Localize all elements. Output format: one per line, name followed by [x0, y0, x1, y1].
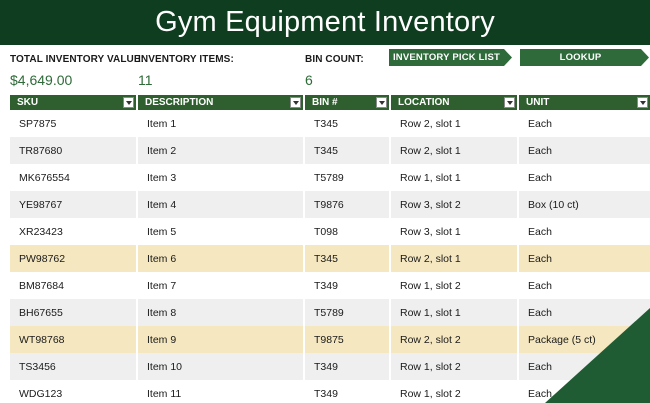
cell-unit[interactable]: Each [519, 245, 650, 272]
cell-location[interactable]: Row 1, slot 1 [391, 299, 519, 326]
cell-unit[interactable]: Each [519, 164, 650, 191]
cell-sku[interactable]: YE98767 [10, 191, 138, 218]
cell-bin[interactable]: T345 [305, 245, 391, 272]
table-row[interactable]: TR87680 Item 2 T345 Row 2, slot 1 Each [10, 137, 650, 164]
cell-description[interactable]: Item 11 [138, 380, 305, 403]
filter-dropdown-icon[interactable] [504, 97, 515, 108]
column-header-location: LOCATION [391, 95, 519, 110]
cell-location[interactable]: Row 1, slot 2 [391, 272, 519, 299]
cell-sku[interactable]: BH67655 [10, 299, 138, 326]
cell-description[interactable]: Item 5 [138, 218, 305, 245]
cell-sku[interactable]: XR23423 [10, 218, 138, 245]
bin-count-value: 6 [305, 72, 313, 88]
cell-bin[interactable]: T349 [305, 272, 391, 299]
cell-location[interactable]: Row 2, slot 1 [391, 245, 519, 272]
inventory-pick-list-button[interactable]: INVENTORY PICK LIST [389, 49, 512, 66]
column-header-label: UNIT [526, 97, 550, 108]
table-row[interactable]: SP7875 Item 1 T345 Row 2, slot 1 Each [10, 110, 650, 137]
column-header-bin: BIN # [305, 95, 391, 110]
cell-sku[interactable]: TR87680 [10, 137, 138, 164]
cell-unit[interactable]: Box (10 ct) [519, 191, 650, 218]
cell-description[interactable]: Item 8 [138, 299, 305, 326]
cell-location[interactable]: Row 1, slot 1 [391, 164, 519, 191]
cell-bin[interactable]: T345 [305, 137, 391, 164]
cell-description[interactable]: Item 1 [138, 110, 305, 137]
table-row[interactable]: BM87684 Item 7 T349 Row 1, slot 2 Each [10, 272, 650, 299]
cell-description[interactable]: Item 6 [138, 245, 305, 272]
cell-location[interactable]: Row 2, slot 2 [391, 326, 519, 353]
bin-count: BIN COUNT: 6 [305, 54, 364, 88]
page-title: Gym Equipment Inventory [0, 0, 650, 45]
column-header-description: DESCRIPTION [138, 95, 305, 110]
table-row[interactable]: TS3456 Item 10 T349 Row 1, slot 2 Each [10, 353, 650, 380]
column-header-unit: UNIT [519, 95, 650, 110]
cell-sku[interactable]: BM87684 [10, 272, 138, 299]
table-row[interactable]: YE98767 Item 4 T9876 Row 3, slot 2 Box (… [10, 191, 650, 218]
cell-bin[interactable]: T345 [305, 110, 391, 137]
table-row[interactable]: PW98762 Item 6 T345 Row 2, slot 1 Each [10, 245, 650, 272]
inventory-items-value: 11 [138, 72, 153, 88]
cell-description[interactable]: Item 3 [138, 164, 305, 191]
cell-sku[interactable]: PW98762 [10, 245, 138, 272]
inventory-table: SKU DESCRIPTION BIN # LOCATION UNIT SP [10, 95, 650, 403]
cell-unit[interactable]: Each [519, 137, 650, 164]
column-header-sku: SKU [10, 95, 138, 110]
cell-location[interactable]: Row 3, slot 1 [391, 218, 519, 245]
table-row[interactable]: BH67655 Item 8 T5789 Row 1, slot 1 Each [10, 299, 650, 326]
cell-sku[interactable]: WDG123 [10, 380, 138, 403]
cell-unit[interactable]: Each [519, 110, 650, 137]
table-row[interactable]: WT98768 Item 9 T9875 Row 2, slot 2 Packa… [10, 326, 650, 353]
total-inventory-value: TOTAL INVENTORY VALUE: $4,649.00 [10, 54, 144, 88]
cell-bin[interactable]: T349 [305, 380, 391, 403]
cell-unit[interactable]: Each [519, 299, 650, 326]
cell-sku[interactable]: SP7875 [10, 110, 138, 137]
cell-bin[interactable]: T9875 [305, 326, 391, 353]
cell-description[interactable]: Item 2 [138, 137, 305, 164]
lookup-button[interactable]: LOOKUP [520, 49, 649, 66]
cell-sku[interactable]: TS3456 [10, 353, 138, 380]
filter-dropdown-icon[interactable] [637, 97, 648, 108]
cell-description[interactable]: Item 4 [138, 191, 305, 218]
cell-description[interactable]: Item 7 [138, 272, 305, 299]
cell-location[interactable]: Row 1, slot 2 [391, 353, 519, 380]
filter-dropdown-icon[interactable] [290, 97, 301, 108]
cell-bin[interactable]: T5789 [305, 299, 391, 326]
cell-description[interactable]: Item 9 [138, 326, 305, 353]
cell-unit[interactable]: Each [519, 272, 650, 299]
table-row[interactable]: MK676554 Item 3 T5789 Row 1, slot 1 Each [10, 164, 650, 191]
cell-unit[interactable]: Each [519, 218, 650, 245]
cell-location[interactable]: Row 1, slot 2 [391, 380, 519, 403]
cell-bin[interactable]: T9876 [305, 191, 391, 218]
total-inventory-value-label: TOTAL INVENTORY VALUE: [10, 54, 145, 65]
cell-description[interactable]: Item 10 [138, 353, 305, 380]
cell-location[interactable]: Row 2, slot 1 [391, 137, 519, 164]
inventory-items-count: INVENTORY ITEMS: 11 [138, 54, 234, 88]
cell-sku[interactable]: WT98768 [10, 326, 138, 353]
total-inventory-value-amount: $4,649.00 [10, 72, 73, 88]
column-header-label: DESCRIPTION [145, 97, 214, 108]
table-row[interactable]: WDG123 Item 11 T349 Row 1, slot 2 Each [10, 380, 650, 403]
inventory-items-label: INVENTORY ITEMS: [138, 54, 234, 65]
cell-bin[interactable]: T349 [305, 353, 391, 380]
cell-bin[interactable]: T5789 [305, 164, 391, 191]
column-header-label: BIN # [312, 97, 338, 108]
table-header-row: SKU DESCRIPTION BIN # LOCATION UNIT [10, 95, 650, 110]
filter-dropdown-icon[interactable] [123, 97, 134, 108]
bin-count-label: BIN COUNT: [305, 54, 364, 65]
filter-dropdown-icon[interactable] [376, 97, 387, 108]
column-header-label: LOCATION [398, 97, 450, 108]
cell-bin[interactable]: T098 [305, 218, 391, 245]
cell-location[interactable]: Row 3, slot 2 [391, 191, 519, 218]
cell-sku[interactable]: MK676554 [10, 164, 138, 191]
column-header-label: SKU [17, 97, 39, 108]
cell-location[interactable]: Row 2, slot 1 [391, 110, 519, 137]
table-row[interactable]: XR23423 Item 5 T098 Row 3, slot 1 Each [10, 218, 650, 245]
